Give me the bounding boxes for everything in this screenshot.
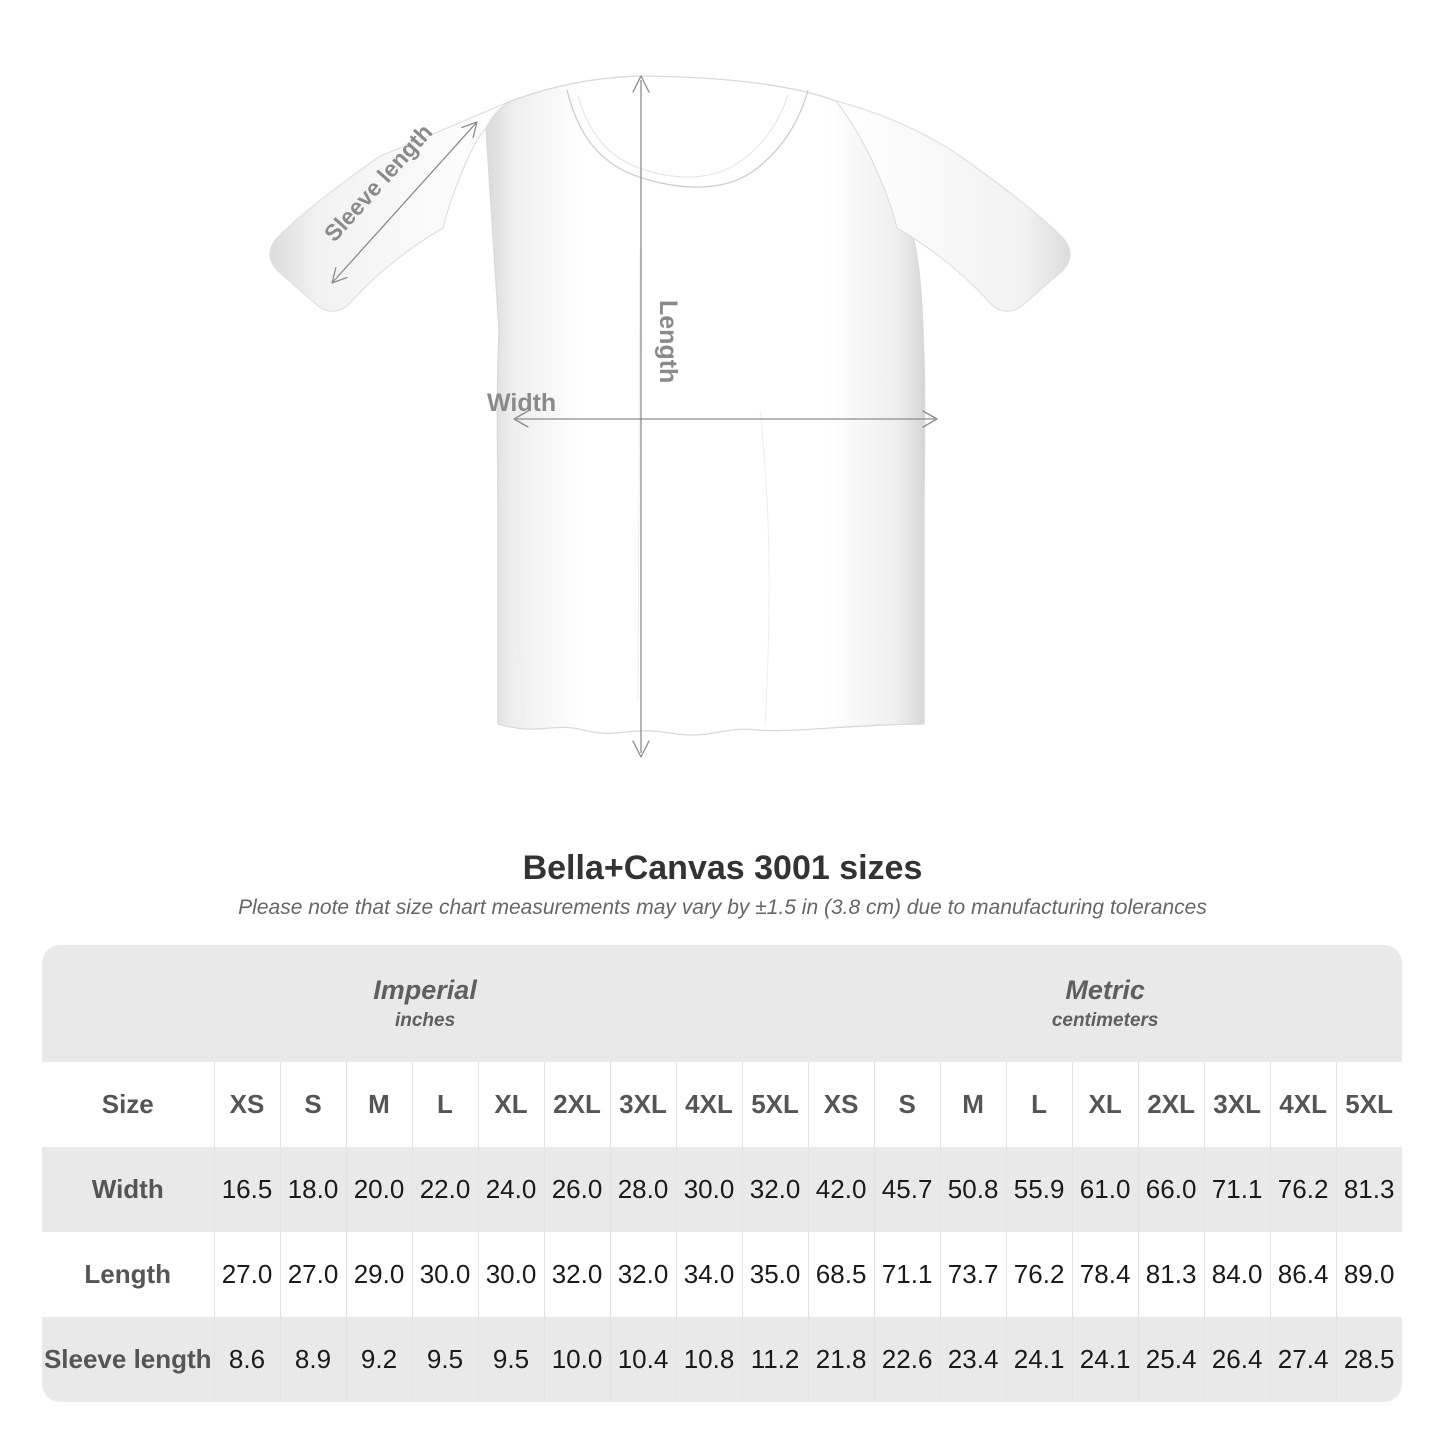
svg-text:Length: Length <box>654 300 682 383</box>
svg-text:Width: Width <box>487 389 556 417</box>
